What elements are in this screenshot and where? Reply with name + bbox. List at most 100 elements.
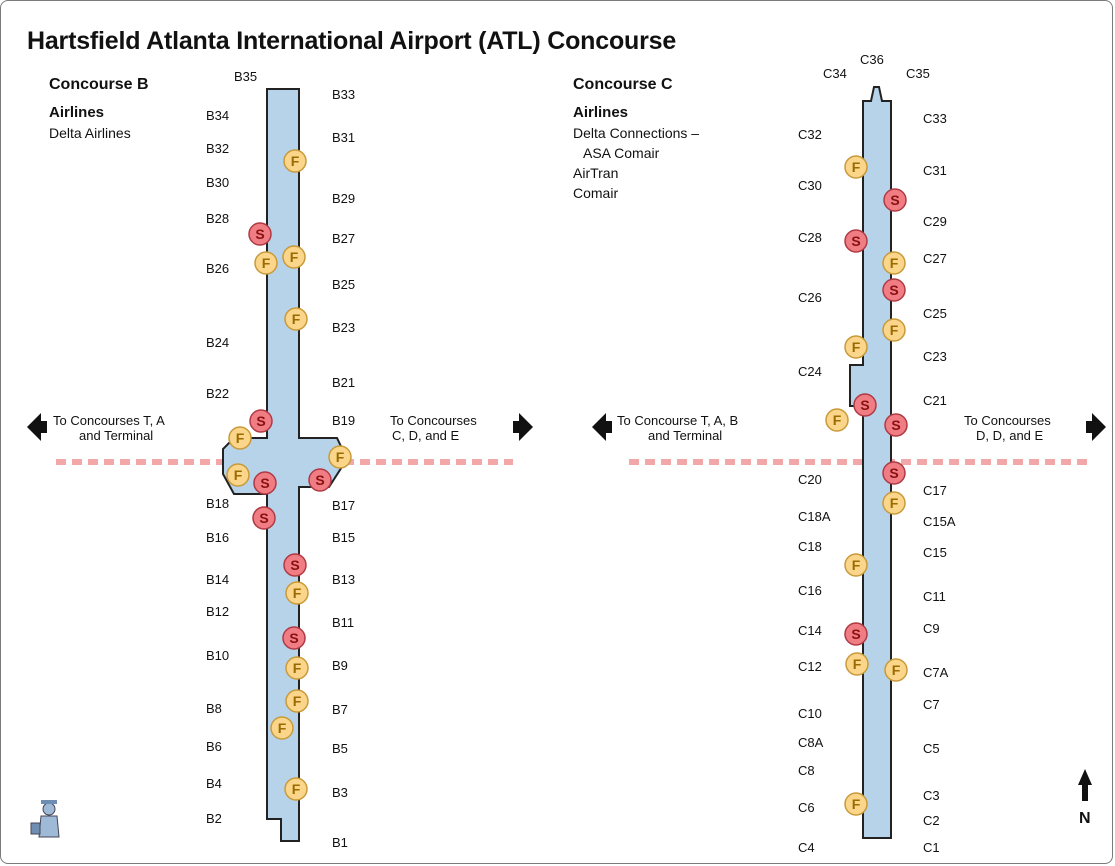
svg-text:F: F <box>336 449 345 465</box>
shop-icon: S <box>882 461 906 485</box>
food-court-icon: F <box>284 777 308 801</box>
concourse-c-airlines-label: Airlines <box>573 104 629 121</box>
gate-label: B26 <box>206 261 229 276</box>
food-court-icon: F <box>882 251 906 275</box>
gate-label: C18 <box>798 539 822 554</box>
gate-label: C24 <box>798 364 822 379</box>
concourse-b-heading: Concourse B <box>49 76 149 93</box>
direction-label-b-west: To Concourses T, A <box>53 413 165 428</box>
gate-label: B29 <box>332 191 355 206</box>
gate-label: B10 <box>206 648 229 663</box>
direction-label-b-east: C, D, and E <box>392 428 460 443</box>
gate-label: C15 <box>923 545 947 560</box>
gate-label: C6 <box>798 800 815 815</box>
concourse-b-airline: Delta Airlines <box>49 125 131 141</box>
food-court-icon: F <box>882 318 906 342</box>
shop-icon: S <box>253 471 277 495</box>
gate-label: C34 <box>823 66 847 81</box>
gate-label: C3 <box>923 788 940 803</box>
food-court-icon: F <box>283 149 307 173</box>
svg-text:S: S <box>260 475 269 491</box>
gate-label: B30 <box>206 175 229 190</box>
gate-label: B15 <box>332 530 355 545</box>
svg-text:F: F <box>853 656 862 672</box>
gate-label: C17 <box>923 483 947 498</box>
north-label: N <box>1079 810 1091 827</box>
gate-label: C7 <box>923 697 940 712</box>
svg-text:F: F <box>278 720 287 736</box>
food-court-icon: F <box>844 553 868 577</box>
gate-label: B2 <box>206 811 222 826</box>
concourse-b-west-gates: B34 B32 B30 B28 B26 B24 B22 B18 B16 B14 B12 B10 B8 B6… <box>206 108 229 826</box>
gate-label: C4 <box>798 840 815 855</box>
gate-label: C1 <box>923 840 940 855</box>
gate-label: C8 <box>798 763 815 778</box>
map-title: Hartsfield Atlanta International Airport… <box>27 27 677 55</box>
gate-label: C23 <box>923 349 947 364</box>
gate-label: B19 <box>332 413 355 428</box>
svg-text:F: F <box>852 557 861 573</box>
svg-text:F: F <box>292 311 301 327</box>
concourse-c-info: Concourse C Airlines Delta Connections –… <box>573 75 699 203</box>
svg-text:F: F <box>890 495 899 511</box>
concourse-b-airlines-label: Airlines <box>49 104 105 121</box>
gate-label: B34 <box>206 108 229 123</box>
direction-label-c-east: D, D, and E <box>976 428 1044 443</box>
svg-text:S: S <box>891 417 900 433</box>
shop-icon: S <box>882 278 906 302</box>
food-court-icon: F <box>226 463 250 487</box>
gate-label: C5 <box>923 741 940 756</box>
food-court-icon: F <box>228 426 252 450</box>
svg-text:F: F <box>293 660 302 676</box>
svg-text:S: S <box>255 226 264 242</box>
gate-label: C29 <box>923 214 947 229</box>
gate-label: B27 <box>332 231 355 246</box>
gate-label: B6 <box>206 739 222 754</box>
food-court-icon: F <box>328 445 352 469</box>
svg-text:F: F <box>890 255 899 271</box>
gate-label: B16 <box>206 530 229 545</box>
svg-text:F: F <box>262 255 271 271</box>
gate-label: B11 <box>332 615 354 630</box>
gate-label: B21 <box>332 375 355 390</box>
svg-text:S: S <box>315 472 324 488</box>
food-court-icon: F <box>285 581 309 605</box>
food-court-icon: F <box>282 245 306 269</box>
svg-text:S: S <box>259 510 268 526</box>
gate-label: C10 <box>798 706 822 721</box>
direction-label-b-east: To Concourses <box>390 413 477 428</box>
north-arrow-icon <box>1078 769 1092 801</box>
shop-icon: S <box>283 553 307 577</box>
shop-icon: S <box>249 409 273 433</box>
svg-text:F: F <box>892 662 901 678</box>
gate-label: C20 <box>798 472 822 487</box>
svg-text:F: F <box>890 322 899 338</box>
svg-text:S: S <box>290 557 299 573</box>
food-court-icon: F <box>844 335 868 359</box>
gate-label: C14 <box>798 623 822 638</box>
food-court-icon: F <box>285 689 309 713</box>
concourse-b-info: Concourse B Airlines Delta Airlines <box>49 75 149 143</box>
arrow-left-icon <box>592 413 612 441</box>
svg-text:F: F <box>236 430 245 446</box>
svg-text:F: F <box>852 339 861 355</box>
gate-label: B24 <box>206 335 229 350</box>
svg-text:F: F <box>852 159 861 175</box>
food-court-icon: F <box>884 658 908 682</box>
shop-icon: S <box>884 413 908 437</box>
gate-label: C18A <box>798 509 831 524</box>
gate-label: B22 <box>206 386 229 401</box>
concourse-c-airline: AirTran <box>573 165 619 181</box>
gate-label: C28 <box>798 230 822 245</box>
gate-label: B8 <box>206 701 222 716</box>
gate-label: C11 <box>923 589 946 604</box>
arrow-left-icon <box>27 413 47 441</box>
food-court-icon: F <box>844 155 868 179</box>
svg-text:S: S <box>860 397 869 413</box>
gate-label: C33 <box>923 111 947 126</box>
gate-label: B32 <box>206 141 229 156</box>
gate-label: B18 <box>206 496 229 511</box>
shop-icon: S <box>248 222 272 246</box>
svg-text:S: S <box>256 413 265 429</box>
concourse-c-shape <box>849 86 892 839</box>
